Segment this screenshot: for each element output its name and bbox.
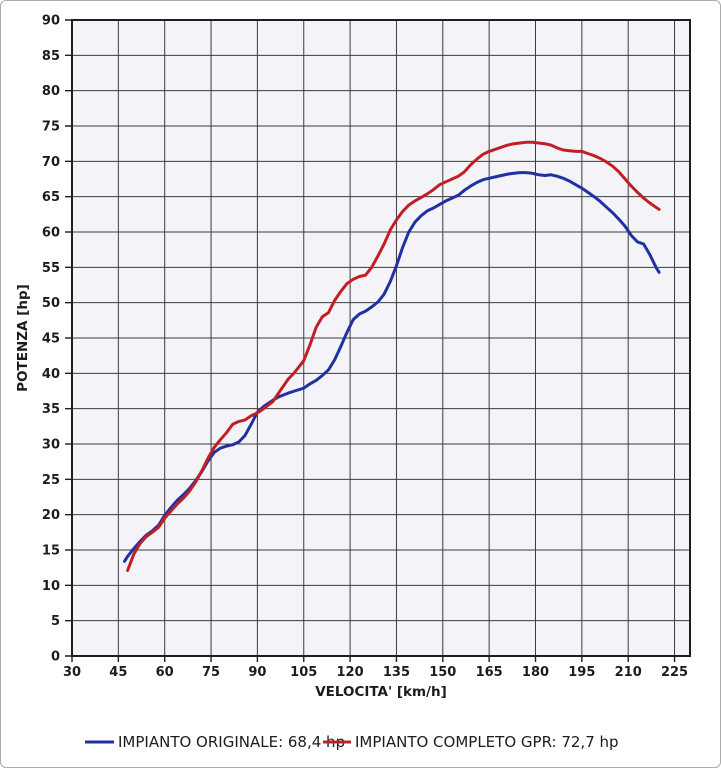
x-tick-label: 195 — [568, 665, 595, 680]
x-tick-label: 45 — [109, 665, 127, 680]
y-tick-label: 85 — [42, 49, 60, 64]
x-axis-labels: 30 45 60 75 90 105 120 135 150 165 180 195 210 225 — [63, 665, 688, 680]
y-tick-label: 90 — [42, 14, 60, 29]
x-tick-label: 60 — [156, 665, 174, 680]
x-tick-label: 165 — [476, 665, 503, 680]
x-tick-label: 210 — [615, 665, 642, 680]
y-tick-label: 15 — [42, 544, 60, 559]
legend-label-impianto-completo-gpr: IMPIANTO COMPLETO GPR: 72,7 hp — [355, 733, 619, 751]
x-axis-title: VELOCITA' [km/h] — [315, 684, 447, 700]
y-tick-label: 25 — [42, 473, 60, 488]
plot: 30 45 60 75 90 105 120 135 150 165 180 195 210 225 0 5 1… — [42, 14, 691, 680]
y-axis-title: POTENZA [hp] — [15, 284, 31, 392]
legend: IMPIANTO ORIGINALE: 68,4 hp IMPIANTO COM… — [85, 733, 619, 751]
y-tick-label: 5 — [51, 614, 60, 629]
y-tick-label: 45 — [42, 332, 60, 347]
x-tick-label: 120 — [337, 665, 364, 680]
y-tick-label: 20 — [42, 508, 60, 523]
y-tick-label: 80 — [42, 84, 60, 99]
x-tick-label: 180 — [522, 665, 549, 680]
series-line-impianto-completo-gpr — [126, 140, 661, 572]
y-axis-labels: 0 5 10 15 20 25 30 35 40 45 50 55 60 65 70 75 80 85 90 — [42, 14, 60, 665]
y-tick-label: 70 — [42, 155, 60, 170]
y-tick-label: 30 — [42, 438, 60, 453]
x-tick-label: 135 — [383, 665, 410, 680]
legend-item-impianto-completo-gpr: IMPIANTO COMPLETO GPR: 72,7 hp — [323, 733, 619, 751]
x-tick-label: 30 — [63, 665, 81, 680]
y-tick-label: 10 — [42, 579, 60, 594]
x-tick-label: 105 — [290, 665, 317, 680]
x-tick-label: 150 — [429, 665, 456, 680]
y-tick-label: 40 — [42, 367, 60, 382]
y-tick-label: 35 — [42, 402, 60, 417]
y-tick-label: 50 — [42, 296, 60, 311]
x-tick-label: 225 — [661, 665, 688, 680]
x-tick-label: 75 — [202, 665, 220, 680]
series-line-impianto-originale — [123, 171, 661, 563]
y-tick-label: 75 — [42, 120, 60, 135]
x-tick-label: 90 — [248, 665, 266, 680]
axis-ticks — [65, 19, 676, 662]
legend-item-impianto-originale: IMPIANTO ORIGINALE: 68,4 hp — [85, 733, 345, 751]
y-tick-label: 60 — [42, 226, 60, 241]
y-tick-label: 65 — [42, 190, 60, 205]
y-tick-label: 55 — [42, 261, 60, 276]
y-tick-label: 0 — [51, 650, 60, 665]
plot-frame — [71, 19, 691, 657]
legend-label-impianto-originale: IMPIANTO ORIGINALE: 68,4 hp — [118, 733, 345, 751]
